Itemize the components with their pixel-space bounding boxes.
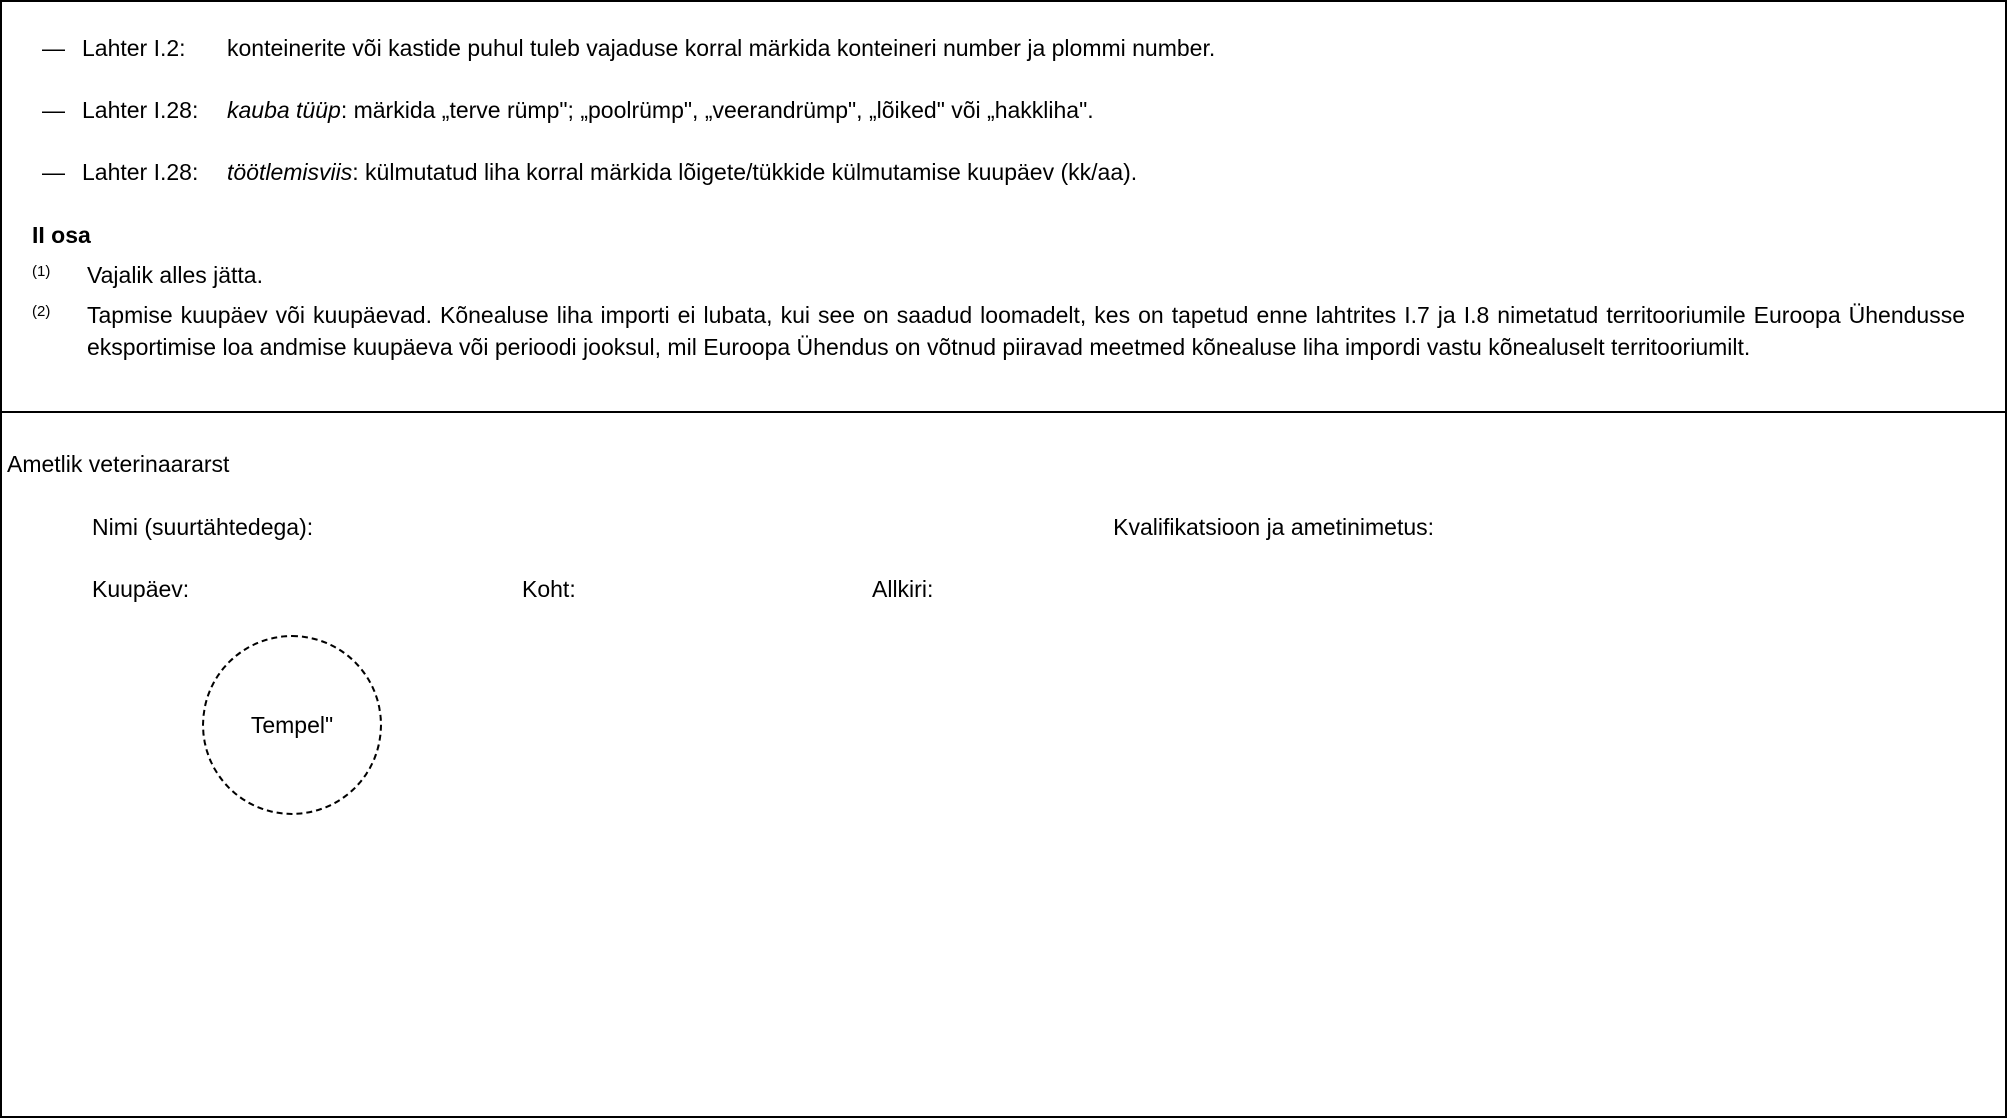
italic-prefix: töötlemisviis [227, 159, 352, 185]
box-text: : märkida „terve rümp"; „poolrümp", „vee… [341, 97, 1094, 123]
stamp-circle: Tempel" [202, 635, 382, 815]
signature-field-label: Allkiri: [872, 573, 933, 605]
upper-section: — Lahter I.2: konteinerite või kastide p… [2, 2, 2005, 413]
field-row: Kuupäev: Koht: Allkiri: [2, 573, 1975, 605]
qualification-field-label: Kvalifikatsioon ja ametinimetus: [1113, 511, 1434, 543]
footnote-marker: (2) [32, 299, 87, 363]
dash-marker: — [32, 32, 82, 64]
vet-title: Ametlik veterinaararst [2, 448, 1975, 480]
stamp-text: Tempel" [251, 709, 333, 741]
box-item: — Lahter I.2: konteinerite või kastide p… [32, 32, 1975, 64]
footnote-marker: (1) [32, 259, 87, 291]
box-item: — Lahter I.28: töötlemisviis: külmutatud… [32, 156, 1975, 188]
stamp-container: Tempel" [202, 635, 1975, 815]
document-container: — Lahter I.2: konteinerite või kastide p… [0, 0, 2007, 1118]
part-heading: II osa [32, 219, 1975, 251]
box-label: Lahter I.28: [82, 156, 227, 188]
dash-marker: — [32, 156, 82, 188]
box-label: Lahter I.28: [82, 94, 227, 126]
lower-section: Ametlik veterinaararst Nimi (suurtähtede… [2, 413, 2005, 845]
name-field-label: Nimi (suurtähtedega): [92, 511, 313, 543]
dash-marker: — [32, 94, 82, 126]
date-field-label: Kuupäev: [92, 573, 522, 605]
footnote-text: Tapmise kuupäev või kuupäevad. Kõnealuse… [87, 299, 1975, 363]
place-field-label: Koht: [522, 573, 872, 605]
footnote-item: (1) Vajalik alles jätta. [32, 259, 1975, 291]
box-content: kauba tüüp: märkida „terve rümp"; „poolr… [227, 94, 1975, 126]
box-item: — Lahter I.28: kauba tüüp: märkida „terv… [32, 94, 1975, 126]
footnote-text: Vajalik alles jätta. [87, 259, 1975, 291]
field-row: Nimi (suurtähtedega): Kvalifikatsioon ja… [2, 511, 1975, 543]
box-text: : külmutatud liha korral märkida lõigete… [352, 159, 1137, 185]
box-label: Lahter I.2: [82, 32, 227, 64]
box-content: töötlemisviis: külmutatud liha korral mä… [227, 156, 1975, 188]
italic-prefix: kauba tüüp [227, 97, 341, 123]
footnote-item: (2) Tapmise kuupäev või kuupäevad. Kõnea… [32, 299, 1975, 363]
box-content: konteinerite või kastide puhul tuleb vaj… [227, 32, 1975, 64]
